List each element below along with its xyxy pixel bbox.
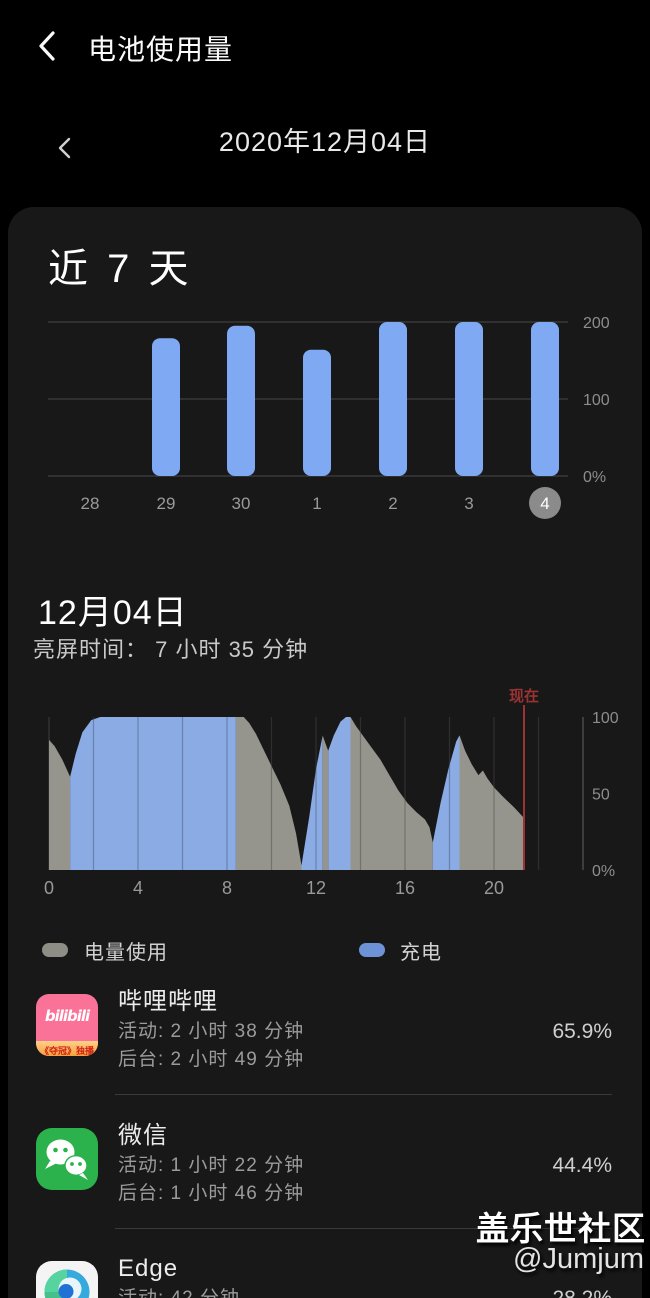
charge-legend-swatch: [359, 943, 385, 957]
svg-text:4: 4: [540, 494, 549, 513]
svg-text:100: 100: [583, 392, 610, 409]
app-background-time: 后台: 2 小时 49 分钟: [118, 1049, 305, 1070]
app-battery-percent: 28.2%: [552, 1287, 612, 1298]
edge-logo-icon: [44, 1269, 90, 1298]
svg-text:8: 8: [222, 878, 232, 898]
chevron-left-icon: [58, 137, 71, 159]
current-date-label: 2020年12月04日: [218, 127, 432, 157]
svg-text:0: 0: [44, 878, 54, 898]
app-active-time: 活动: 1 小时 22 分钟: [118, 1155, 305, 1176]
svg-text:28: 28: [81, 494, 100, 513]
username-watermark: @Jumjum: [513, 1243, 644, 1275]
screen-on-time: 亮屏时间： 7 小时 35 分钟: [33, 637, 309, 662]
app-battery-percent: 44.4%: [552, 1154, 612, 1177]
app-active-time: 活动: 2 小时 38 分钟: [118, 1021, 305, 1042]
community-watermark: 盖乐世社区: [476, 1210, 646, 1247]
app-background-time: 后台: 1 小时 46 分钟: [118, 1183, 305, 1204]
edge-app-icon: [36, 1261, 98, 1298]
week-section-title: 近 7 天: [48, 247, 193, 291]
svg-text:0%: 0%: [583, 469, 606, 486]
svg-text:0%: 0%: [592, 863, 615, 880]
page-title: 电池使用量: [88, 34, 234, 65]
svg-text:3: 3: [464, 494, 473, 513]
svg-text:29: 29: [157, 494, 176, 513]
chevron-left-icon: [39, 31, 55, 61]
app-row-edge[interactable]: Edge 活动: 42 分钟 28.2%: [0, 1253, 650, 1298]
charge-legend-label: 充电: [400, 942, 442, 964]
usage-legend-swatch: [42, 943, 68, 957]
app-name: Edge: [118, 1255, 179, 1282]
svg-text:200: 200: [583, 315, 610, 332]
svg-text:现在: 现在: [509, 688, 539, 705]
week-bar-chart[interactable]: 200 100 0% 28 29 30 1 2 3 4: [0, 300, 650, 530]
svg-text:2: 2: [388, 494, 397, 513]
day-section-title: 12月04日: [38, 594, 188, 632]
svg-text:100: 100: [592, 710, 619, 727]
wechat-app-icon: [36, 1128, 98, 1190]
app-battery-percent: 65.9%: [552, 1020, 612, 1043]
list-divider: [115, 1228, 612, 1229]
chart-legend: 电量使用 充电: [0, 936, 650, 964]
bilibili-icon-badge: 《夺冠》独播: [36, 1041, 98, 1056]
app-active-time: 活动: 42 分钟: [118, 1285, 240, 1298]
app-name: 微信: [118, 1122, 168, 1149]
app-name: 哔哩哔哩: [118, 988, 218, 1015]
previous-day-button[interactable]: [52, 133, 78, 163]
svg-text:30: 30: [232, 494, 251, 513]
svg-text:4: 4: [133, 878, 143, 898]
bilibili-app-icon: bilibili 《夺冠》独播: [36, 994, 98, 1056]
svg-text:20: 20: [484, 878, 504, 898]
svg-text:50: 50: [592, 787, 610, 804]
svg-text:16: 16: [395, 878, 415, 898]
svg-text:1: 1: [312, 494, 321, 513]
wechat-bubbles-icon: [45, 1139, 88, 1180]
bilibili-logo-text: bilibili: [44, 1007, 90, 1025]
back-button[interactable]: [30, 28, 66, 64]
app-row-wechat[interactable]: 微信 活动: 1 小时 22 分钟 后台: 1 小时 46 分钟 44.4%: [0, 1120, 650, 1230]
app-row-bilibili[interactable]: bilibili 《夺冠》独播 哔哩哔哩 活动: 2 小时 38 分钟 后台: …: [0, 986, 650, 1096]
battery-level-area-chart: 现在 100 50 0% 0 4 8 12 16 20: [0, 687, 650, 903]
svg-text:12: 12: [306, 878, 326, 898]
list-divider: [115, 1094, 612, 1095]
usage-legend-label: 电量使用: [84, 942, 168, 964]
